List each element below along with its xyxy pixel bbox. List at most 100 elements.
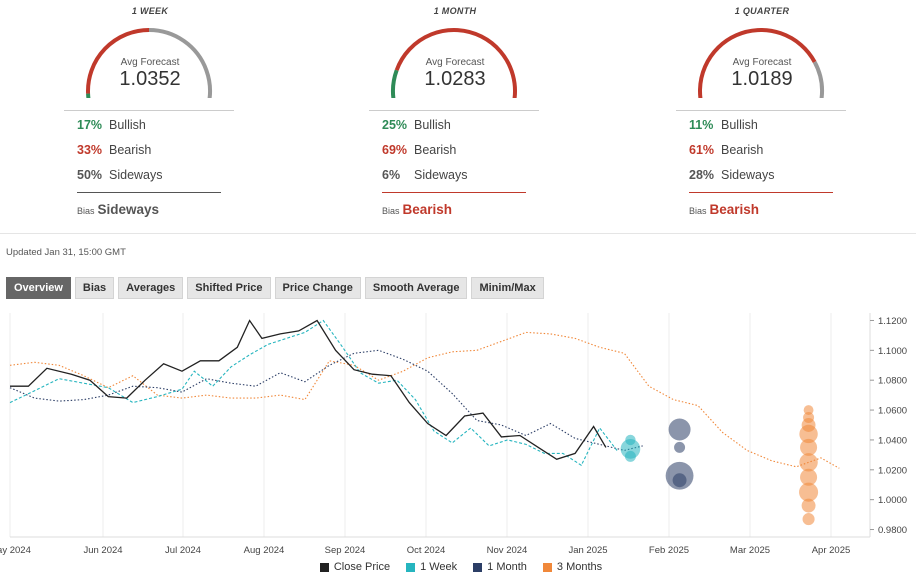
- avg-forecast-label: Avg Forecast: [425, 57, 485, 68]
- y-tick-label: 1.0000: [878, 495, 907, 506]
- bullish-percent: 11%: [689, 118, 714, 132]
- legend-label: 1 Week: [420, 561, 458, 573]
- panel-period: 1 WEEK: [131, 6, 169, 16]
- bullish-label: Bullish: [721, 118, 758, 132]
- sideways-label: Sideways: [721, 168, 775, 182]
- x-tick-label: Aug 2024: [244, 545, 285, 556]
- tab-shifted-price[interactable]: Shifted Price: [187, 277, 271, 299]
- separator: [64, 110, 234, 111]
- avg-forecast-label: Avg Forecast: [732, 57, 792, 68]
- bearish-label: Bearish: [721, 143, 764, 157]
- gauge-sideways-arc: [812, 61, 824, 98]
- forecast-bubble-3-months: [803, 405, 814, 415]
- bullish-row: 11% Bullish: [689, 118, 758, 132]
- sideways-row: 6% Sideways: [382, 168, 468, 182]
- avg-forecast-label: Avg Forecast: [120, 57, 180, 68]
- forecast-bubble-3-months: [799, 453, 818, 472]
- forecast-bubble-3-months: [801, 498, 816, 513]
- chart-legend: Close Price 1 Week 1 Month 3 Months: [0, 561, 922, 573]
- bias-separator: [689, 192, 833, 193]
- bearish-row: 61% Bearish: [689, 143, 763, 157]
- tab-smooth-average[interactable]: Smooth Average: [364, 277, 468, 299]
- bearish-percent: 61%: [689, 143, 715, 157]
- bullish-label: Bullish: [414, 118, 451, 132]
- bearish-row: 33% Bearish: [77, 143, 151, 157]
- bearish-label: Bearish: [414, 143, 457, 157]
- x-tick-label: Jul 2024: [165, 545, 201, 556]
- sideways-row: 28% Sideways: [689, 168, 775, 182]
- y-tick-label: 1.1000: [878, 346, 907, 357]
- legend-label: 3 Months: [556, 561, 603, 573]
- sideways-label: Sideways: [109, 168, 163, 182]
- x-tick-label: Apr 2025: [812, 545, 851, 556]
- series-line-close-price: [10, 319, 607, 461]
- forecast-panel-3: 1 QUARTER Avg Forecast 1.0189 11% Bullish 61%…: [612, 0, 912, 230]
- series-line-1-month: [9, 349, 643, 451]
- bias-row: Bias Bearish: [382, 202, 452, 217]
- gauge-bearish-arc: [86, 28, 150, 94]
- bullish-row: 25% Bullish: [382, 118, 451, 132]
- y-tick-label: 0.9800: [878, 525, 907, 536]
- bearish-label: Bearish: [109, 143, 152, 157]
- bias-value: Bearish: [402, 202, 453, 217]
- legend-item: 1 Month: [473, 561, 527, 573]
- series-line-3-months: [9, 331, 840, 469]
- x-tick-label: Mar 2025: [730, 545, 770, 556]
- sideways-percent: 28%: [689, 168, 715, 182]
- tab-price-change[interactable]: Price Change: [274, 277, 361, 299]
- bullish-percent: 17%: [77, 118, 103, 132]
- forecast-panel-1: 1 WEEK Avg Forecast 1.0352 17% Bullish 33% Bea…: [0, 0, 300, 230]
- legend-swatch: [406, 562, 416, 572]
- bias-separator: [382, 192, 526, 193]
- forecast-bubble-1-month: [672, 473, 687, 488]
- forecast-bubble-3-months: [800, 468, 818, 486]
- forecast-bubble-3-months: [800, 438, 818, 456]
- legend-item: Close Price: [319, 561, 391, 573]
- bias-row: Bias Bearish: [689, 202, 759, 217]
- y-tick-label: 1.0200: [878, 465, 907, 476]
- sideways-label: Sideways: [414, 168, 468, 182]
- legend-item: 3 Months: [542, 561, 603, 573]
- sideways-percent: 6%: [382, 168, 401, 182]
- legend-label: 1 Month: [487, 561, 527, 573]
- forecast-bubble-3-months: [799, 424, 818, 444]
- forecast-bubble-1-week: [624, 450, 636, 462]
- forecast-panel-2: 1 MONTH Avg Forecast 1.0283 25% Bullish 69% Be…: [305, 0, 605, 230]
- legend-swatch: [319, 562, 329, 572]
- gauge-bullish-arc: [86, 93, 91, 98]
- bias-label: Bias: [77, 206, 95, 216]
- tab-bias[interactable]: Bias: [74, 277, 115, 299]
- bearish-row: 69% Bearish: [382, 143, 456, 157]
- legend-swatch: [542, 562, 552, 572]
- divider: [0, 233, 916, 234]
- x-tick-label: Oct 2024: [407, 545, 446, 556]
- forecast-chart: May 2024 Jun 2024 Jul 2024 Aug 2024 Sep 2024…: [0, 313, 907, 556]
- tab-averages[interactable]: Averages: [118, 277, 184, 299]
- forecast-gauge: [391, 28, 517, 98]
- bias-separator: [77, 192, 221, 193]
- sideways-row: 50% Sideways: [77, 168, 163, 182]
- gauge-bullish-arc: [391, 69, 399, 98]
- forecast-bubble-1-week: [620, 439, 641, 459]
- updated-timestamp: Updated Jan 31, 15:00 GMT: [6, 247, 126, 258]
- bias-value: Bearish: [709, 202, 760, 217]
- legend-label: Close Price: [333, 561, 391, 573]
- forecast-bubble-1-month: [668, 418, 691, 441]
- sideways-percent: 50%: [77, 168, 103, 182]
- bearish-percent: 69%: [382, 143, 408, 157]
- x-tick-label: Nov 2024: [487, 545, 528, 556]
- bias-label: Bias: [382, 206, 400, 216]
- x-tick-label: Feb 2025: [649, 545, 689, 556]
- panel-period: 1 QUARTER: [734, 6, 790, 16]
- y-tick-label: 1.0600: [878, 406, 907, 417]
- gauge-sideways-arc: [148, 28, 212, 98]
- bullish-percent: 25%: [382, 118, 408, 132]
- avg-forecast-value: 1.0283: [424, 68, 486, 90]
- gauge-bearish-arc: [394, 28, 517, 98]
- bias-value: Sideways: [97, 202, 160, 217]
- forecast-bubble-1-month: [674, 441, 686, 453]
- avg-forecast-value: 1.0189: [731, 68, 793, 90]
- x-tick-label: May 2024: [0, 545, 31, 556]
- tab-overview[interactable]: Overview: [6, 277, 71, 299]
- tab-minim-max[interactable]: Minim/Max: [471, 277, 544, 299]
